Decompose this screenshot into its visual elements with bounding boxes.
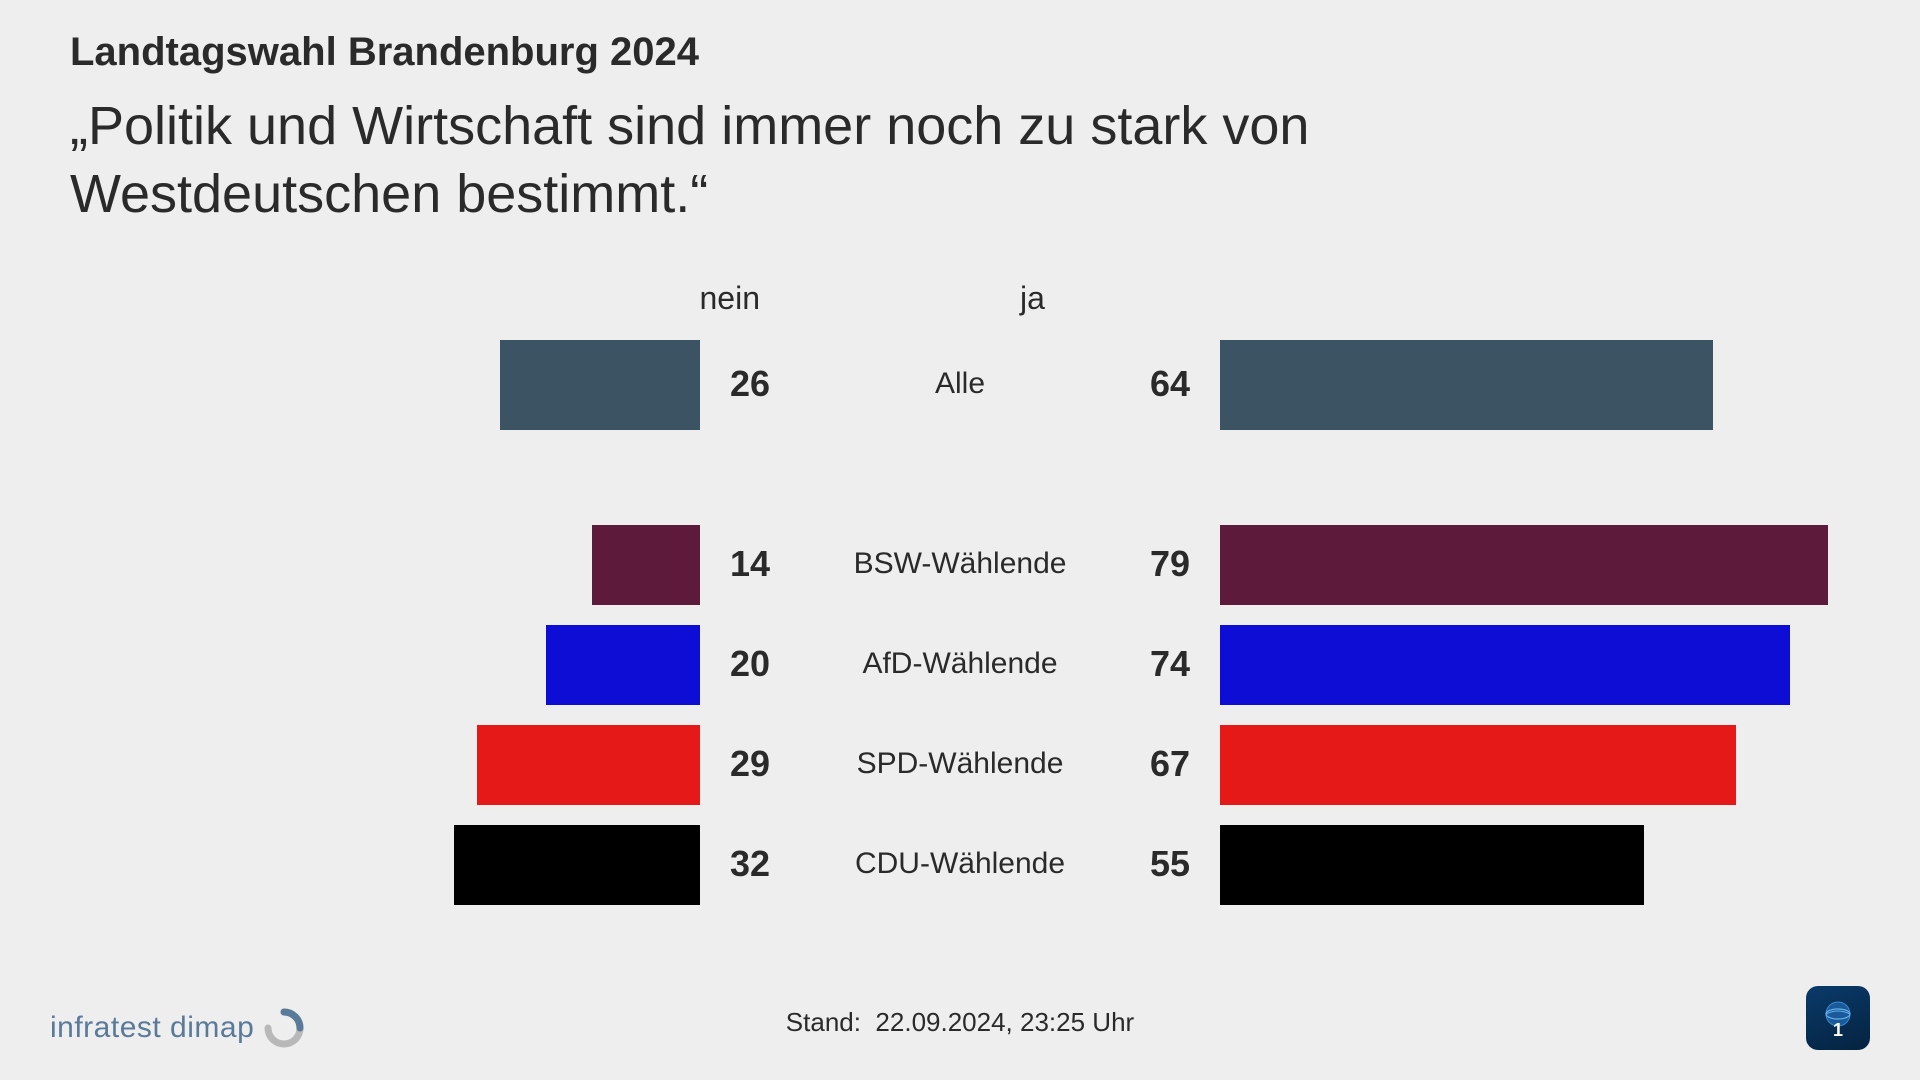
bar-right: [1220, 825, 1644, 905]
chart-rows: 26 Alle 64 14 BSW-Wählende 79 20 AfD-Wählende 74…: [0, 340, 1920, 910]
axis-right-label: ja: [1020, 280, 1045, 317]
chart-footer: infratest dimap Stand: 22.09.2024, 23:25…: [0, 990, 1920, 1050]
value-left: 26: [730, 363, 770, 405]
bar-left: [477, 725, 700, 805]
broadcaster-logo: 1: [1806, 986, 1870, 1050]
globe-1-icon: 1: [1814, 994, 1862, 1042]
bar-left: [546, 625, 700, 705]
value-right: 64: [1150, 363, 1190, 405]
chart-row: 32 CDU-Wählende 55: [0, 820, 1920, 910]
group-label: BSW-Wählende: [854, 547, 1067, 581]
timestamp: Stand: 22.09.2024, 23:25 Uhr: [786, 1007, 1134, 1038]
group-label: Alle: [935, 367, 985, 401]
group-label: CDU-Wählende: [855, 847, 1065, 881]
bar-right: [1220, 340, 1713, 430]
source-logo: infratest dimap: [50, 1006, 306, 1050]
source-name: infratest dimap: [50, 1011, 254, 1045]
chart-row: 26 Alle 64: [0, 340, 1920, 430]
timestamp-value: 22.09.2024, 23:25 Uhr: [875, 1007, 1134, 1037]
value-right: 67: [1150, 743, 1190, 785]
value-right: 74: [1150, 643, 1190, 685]
chart-overline: Landtagswahl Brandenburg 2024: [70, 30, 1850, 75]
chart-row: 14 BSW-Wählende 79: [0, 520, 1920, 610]
axis-left-label: nein: [700, 280, 761, 317]
value-left: 29: [730, 743, 770, 785]
timestamp-label: Stand:: [786, 1007, 861, 1037]
value-right: 55: [1150, 843, 1190, 885]
group-label: AfD-Wählende: [862, 647, 1057, 681]
group-label: SPD-Wählende: [857, 747, 1064, 781]
bar-right: [1220, 625, 1790, 705]
chart-row: 29 SPD-Wählende 67: [0, 720, 1920, 810]
svg-text:1: 1: [1833, 1020, 1843, 1040]
bar-left: [592, 525, 700, 605]
axis-labels: nein ja: [0, 280, 1920, 330]
value-left: 32: [730, 843, 770, 885]
bar-right: [1220, 525, 1828, 605]
chart-row: 20 AfD-Wählende 74: [0, 620, 1920, 710]
bar-left: [500, 340, 700, 430]
bar-right: [1220, 725, 1736, 805]
source-icon: [262, 1006, 306, 1050]
bar-left: [454, 825, 700, 905]
value-right: 79: [1150, 543, 1190, 585]
chart-header: Landtagswahl Brandenburg 2024 „Politik u…: [70, 30, 1850, 228]
chart-title: „Politik und Wirtschaft sind immer noch …: [70, 93, 1570, 228]
value-left: 14: [730, 543, 770, 585]
value-left: 20: [730, 643, 770, 685]
chart-area: nein ja 26 Alle 64 14 BSW-Wählende 79 20 AfD-Wä…: [0, 280, 1920, 920]
